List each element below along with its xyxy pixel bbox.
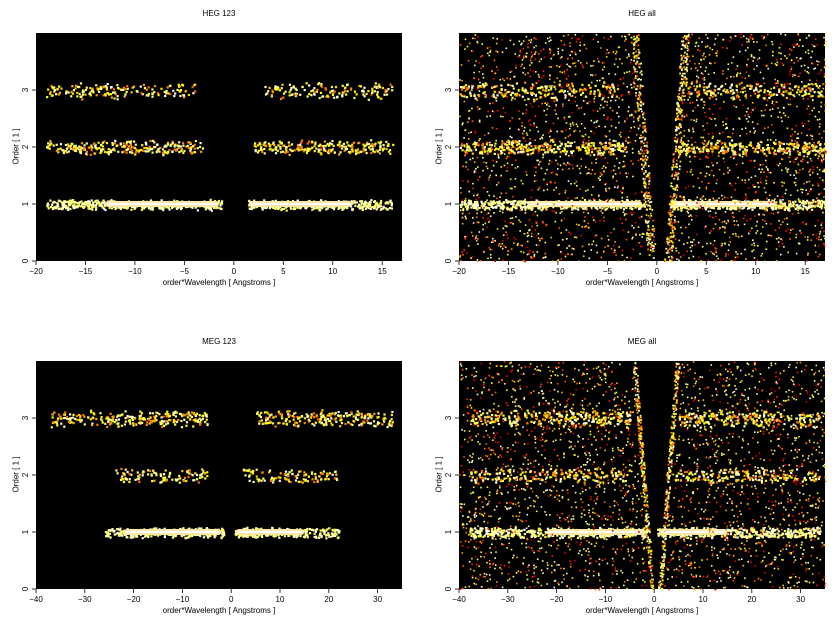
x-tick-label: −40: [29, 595, 43, 604]
y-tick-label: 1: [444, 529, 453, 534]
order-2-band: [459, 139, 828, 157]
order-3-band: [459, 81, 824, 101]
x-tick-label: −15: [502, 267, 516, 276]
plot-area: −20 −15 −10 −5 0 5 10 15 0 1 2 3: [21, 33, 402, 276]
y-axis-label: Order [ 1 ]: [434, 456, 444, 493]
y-axis-label: Order [ 1 ]: [11, 456, 21, 493]
x-axis-label: order*Wavelength [ Angstroms ]: [162, 278, 276, 287]
y-tick-label: 1: [21, 529, 30, 534]
y-tick-label: 0: [444, 586, 453, 591]
order-1-band: [46, 198, 393, 212]
x-tick-label: −20: [29, 267, 43, 276]
event-pixels: [50, 409, 394, 540]
x-tick-label: −5: [603, 267, 613, 276]
heatmap-svg: −20 −15 −10 −5 0 5 10 15 0 1 2 3: [444, 33, 828, 276]
x-tick-label: 30: [373, 595, 382, 604]
order-2-band: [115, 467, 339, 484]
chart-title: HEG 123: [202, 9, 236, 18]
x-tick-label: 20: [747, 595, 756, 604]
axes: −40 −30 −20 −10 0 10 20 30 0 1 2 3: [21, 415, 383, 604]
x-axis-label: order*Wavelength [ Angstroms ]: [162, 606, 276, 615]
axes: −20 −15 −10 −5 0 5 10 15 0 1 2 3: [21, 87, 387, 276]
x-tick-label: 5: [704, 267, 709, 276]
x-tick-label: 5: [281, 267, 286, 276]
order-2-band: [46, 139, 395, 157]
y-tick-label: 0: [21, 258, 30, 263]
y-tick-label: 3: [444, 87, 453, 92]
x-tick-label: 10: [276, 595, 285, 604]
plot-area: −20 −15 −10 −5 0 5 10 15 0 1 2 3: [444, 33, 828, 276]
x-axis-label: order*Wavelength [ Angstroms ]: [585, 606, 699, 615]
y-tick-label: 2: [21, 472, 30, 477]
x-tick-label: 0: [655, 267, 660, 276]
y-tick-label: 2: [444, 472, 453, 477]
x-tick-label: 15: [801, 267, 810, 276]
order-1-band: [469, 526, 822, 540]
y-tick-label: 2: [21, 144, 30, 149]
x-tick-label: 20: [324, 595, 333, 604]
order-2-band: [470, 467, 821, 486]
x-tick-label: −20: [127, 595, 141, 604]
y-tick-label: 1: [444, 201, 453, 206]
y-tick-label: 3: [444, 415, 453, 420]
y-axis-label: Order [ 1 ]: [434, 128, 444, 165]
x-tick-label: 10: [699, 595, 708, 604]
background-events: [459, 361, 827, 591]
x-tick-label: −30: [78, 595, 92, 604]
y-tick-label: 1: [21, 201, 30, 206]
chart-title: MEG 123: [202, 337, 236, 346]
plot-background: [36, 33, 402, 261]
x-tick-label: 0: [232, 267, 237, 276]
order-1-band: [104, 526, 341, 540]
x-tick-label: −10: [128, 267, 142, 276]
zero-order-streaks: [630, 33, 690, 263]
x-tick-label: −30: [501, 595, 515, 604]
x-tick-label: −10: [551, 267, 565, 276]
y-tick-label: 0: [444, 258, 453, 263]
order-3-band: [46, 82, 394, 101]
x-tick-label: −20: [452, 267, 466, 276]
x-tick-label: 15: [378, 267, 387, 276]
axes: −40 −30 −20 −10 0 10 20 30 0 1 2 3: [444, 415, 806, 604]
x-tick-label: −15: [79, 267, 93, 276]
heatmap-svg: −40 −30 −20 −10 0 10 20 30 0 1 2 3: [21, 361, 402, 604]
x-tick-label: 0: [229, 595, 234, 604]
x-axis-label: order*Wavelength [ Angstroms ]: [585, 278, 699, 287]
x-tick-label: 0: [652, 595, 657, 604]
x-tick-label: 30: [796, 595, 805, 604]
y-tick-label: 3: [21, 415, 30, 420]
plot-area: −40 −30 −20 −10 0 10 20 30 0 1 2 3: [21, 361, 402, 604]
event-pixels: [46, 82, 395, 212]
x-tick-label: −10: [176, 595, 190, 604]
x-tick-label: −40: [452, 595, 466, 604]
y-tick-label: 3: [21, 87, 30, 92]
plot-background: [36, 361, 402, 589]
heatmap-svg: −40 −30 −20 −10 0 10 20 30 0 1 2 3: [444, 361, 827, 604]
plot-area: −40 −30 −20 −10 0 10 20 30 0 1 2 3: [444, 361, 827, 604]
y-tick-label: 0: [21, 586, 30, 591]
axes: −20 −15 −10 −5 0 5 10 15 0 1 2 3: [444, 87, 810, 276]
event-pixels: [459, 361, 827, 591]
y-tick-label: 2: [444, 144, 453, 149]
x-tick-label: 10: [328, 267, 337, 276]
x-tick-label: −20: [550, 595, 564, 604]
event-pixels: [459, 33, 828, 263]
heatmap-svg: −20 −15 −10 −5 0 5 10 15 0 1 2 3: [21, 33, 402, 276]
y-axis-label: Order [ 1 ]: [11, 128, 21, 165]
order-3-band: [50, 409, 394, 429]
chart-title: HEG all: [628, 9, 656, 18]
zero-order-streaks: [633, 361, 681, 591]
x-tick-label: −10: [599, 595, 613, 604]
chart-title: MEG all: [627, 337, 657, 346]
x-tick-label: 10: [751, 267, 760, 276]
x-tick-label: −5: [180, 267, 190, 276]
